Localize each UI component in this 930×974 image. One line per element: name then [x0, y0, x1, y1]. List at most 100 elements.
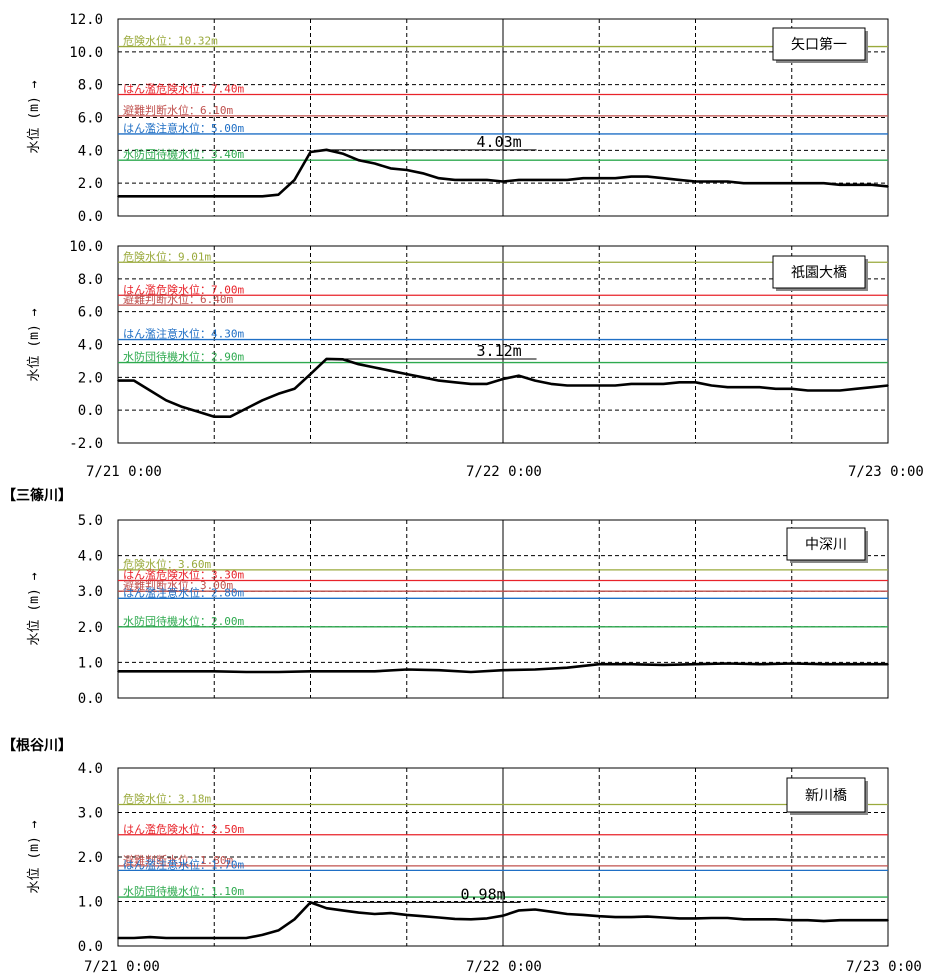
- x-axis-labels-top: 7/21 0:00 7/22 0:00 7/23 0:00: [86, 464, 924, 480]
- data-point: [710, 180, 713, 183]
- data-point: [518, 909, 520, 912]
- data-point: [421, 915, 424, 917]
- data-point: [758, 182, 761, 184]
- data-point: [389, 912, 392, 914]
- data-point: [197, 937, 200, 939]
- y-tick-label: 2.0: [78, 850, 103, 866]
- station-box: [772, 255, 866, 289]
- station-name: 矢口第一: [791, 36, 847, 53]
- data-point: [438, 177, 440, 180]
- data-point: [790, 388, 793, 390]
- y-tick-label: 4.0: [78, 338, 103, 354]
- y-tick-label: 3.0: [78, 584, 103, 600]
- data-point: [373, 913, 376, 915]
- threshold-label: はん濫危険水位：7.00m: [123, 282, 244, 296]
- y-tick-label: 2.0: [78, 620, 103, 636]
- data-point: [245, 671, 248, 673]
- data-point: [438, 379, 440, 382]
- x-tick-label: 7/22 0:00: [466, 464, 542, 480]
- data-point: [662, 177, 665, 180]
- y-tick-label: 10.0: [69, 45, 103, 61]
- data-point: [502, 669, 504, 672]
- data-point: [662, 664, 665, 666]
- data-point: [694, 381, 697, 384]
- data-point: [806, 919, 809, 921]
- data-point: [790, 182, 793, 184]
- data-point: [149, 195, 151, 198]
- x-axis-labels-bottom: 7/21 0:00 7/22 0:00 7/23 0:00: [84, 959, 922, 974]
- data-point: [534, 379, 536, 382]
- threshold-label: 危険水位：9.01m: [123, 249, 211, 263]
- y-tick-label: 4.0: [78, 549, 103, 565]
- data-point: [149, 389, 151, 392]
- data-point: [758, 918, 761, 921]
- data-point: [454, 918, 456, 920]
- data-point: [309, 373, 312, 375]
- data-point: [405, 914, 408, 916]
- station-name: 新川橋: [805, 788, 847, 804]
- y-tick-label: 6.0: [78, 305, 103, 321]
- data-point: [758, 386, 761, 388]
- data-point: [614, 916, 617, 918]
- data-point: [839, 919, 841, 921]
- data-point: [694, 917, 697, 920]
- data-point: [117, 379, 119, 382]
- station-name: 中深川: [805, 537, 847, 553]
- data-point: [245, 195, 248, 198]
- data-point: [245, 407, 248, 410]
- data-point: [550, 910, 552, 913]
- y-tick-label: 0.0: [78, 691, 103, 707]
- data-point: [598, 915, 601, 917]
- threshold-label: はん濫危険水位：2.50m: [123, 822, 244, 836]
- data-point: [197, 411, 200, 413]
- data-point: [550, 179, 552, 181]
- y-tick-label: 6.0: [78, 111, 103, 127]
- data-point: [678, 381, 681, 384]
- threshold-label: はん濫注意水位：4.30m: [123, 327, 244, 341]
- data-point: [518, 374, 520, 377]
- data-point: [261, 399, 264, 402]
- x-tick-label: 7/23 0:00: [848, 464, 924, 480]
- data-point: [726, 386, 729, 388]
- data-point: [630, 663, 633, 665]
- station-box: [786, 777, 866, 813]
- data-point: [534, 908, 536, 911]
- data-point: [261, 195, 264, 198]
- data-point: [694, 663, 697, 665]
- data-point: [197, 195, 200, 198]
- data-point: [742, 182, 745, 184]
- y-tick-label: 5.0: [78, 513, 103, 529]
- plot-frame: [117, 245, 889, 444]
- data-point: [277, 671, 280, 673]
- y-tick-label: 8.0: [78, 78, 103, 94]
- data-point: [855, 388, 857, 390]
- data-point: [871, 919, 873, 921]
- threshold-label: はん濫危険水位：7.40m: [123, 82, 244, 96]
- data-point: [181, 937, 183, 939]
- peak-label: 3.12m: [477, 342, 522, 360]
- data-point: [421, 376, 424, 379]
- station-box: [786, 527, 866, 561]
- data-point: [582, 914, 585, 916]
- threshold-label: 水防団待機水位：1.10m: [123, 884, 244, 898]
- data-point: [165, 937, 167, 939]
- station-box: [772, 27, 866, 61]
- data-point: [534, 179, 536, 181]
- data-point: [117, 937, 119, 939]
- data-point: [502, 914, 504, 917]
- x-tick-label: 7/23 0:00: [846, 959, 922, 974]
- y-tick-label: 3.0: [78, 806, 103, 822]
- data-point: [213, 195, 216, 198]
- data-point: [598, 177, 601, 180]
- threshold-label: はん濫注意水位：5.00m: [123, 121, 244, 135]
- y-tick-label: 0.0: [78, 209, 103, 225]
- data-point: [405, 373, 408, 375]
- data-point: [261, 934, 264, 936]
- data-point: [774, 182, 777, 184]
- data-point: [277, 193, 280, 196]
- data-point: [325, 907, 328, 909]
- data-point: [678, 179, 681, 181]
- data-point: [405, 668, 408, 671]
- data-point: [598, 663, 601, 665]
- y-tick-label: 4.0: [78, 143, 103, 159]
